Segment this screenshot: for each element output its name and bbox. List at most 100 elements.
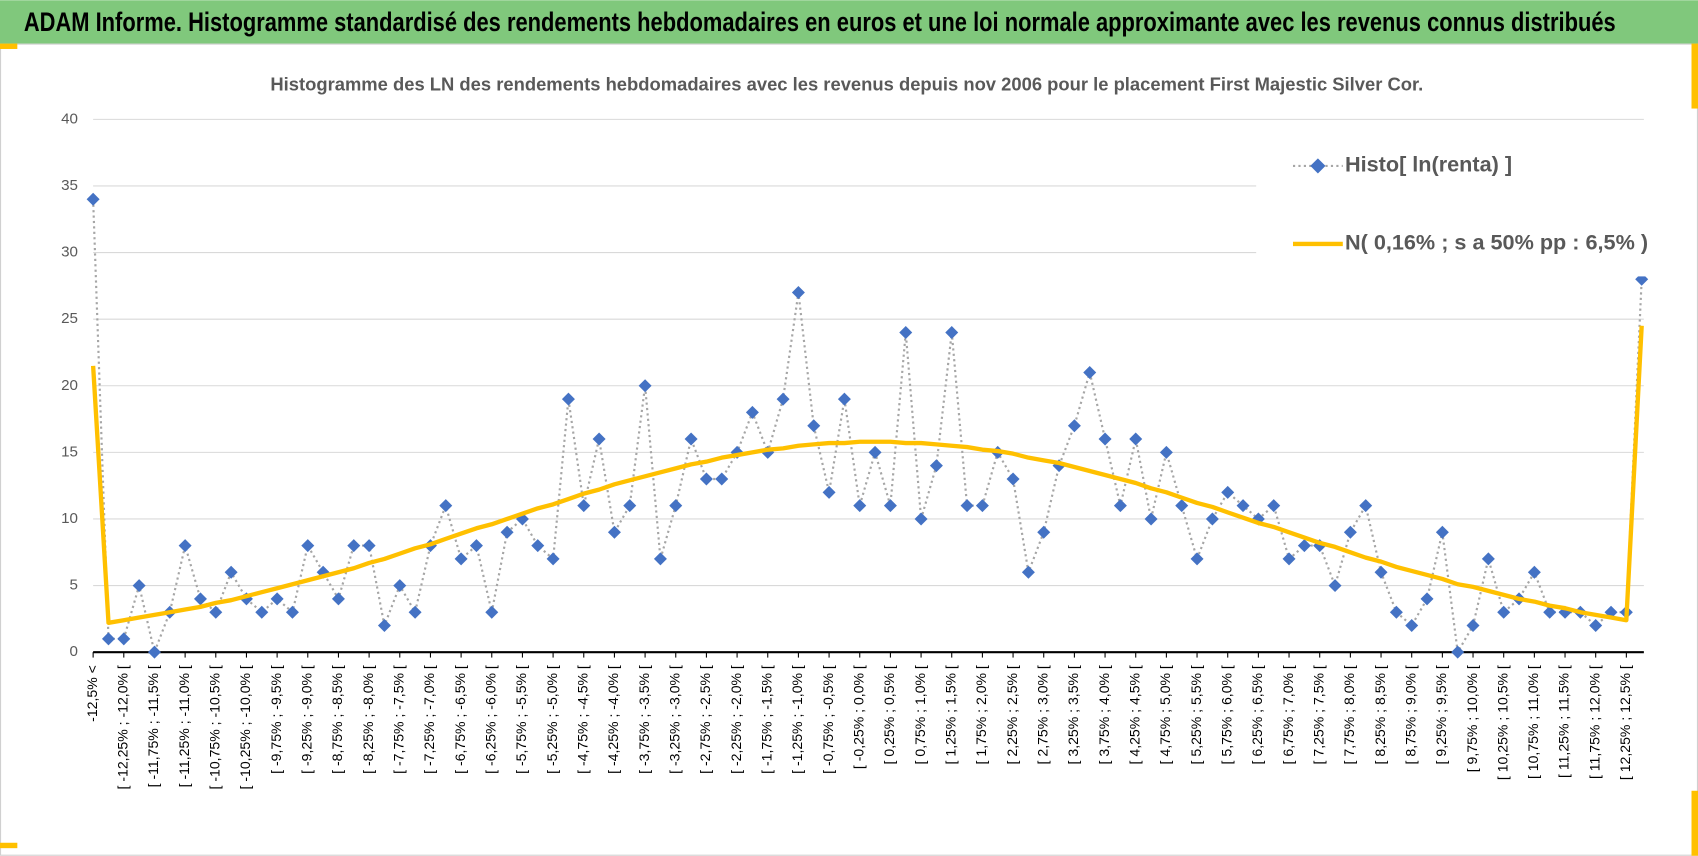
diamond-marker [117, 632, 131, 646]
corner [0, 842, 18, 849]
diamond-marker [1589, 619, 1603, 633]
diamond-marker [1113, 499, 1127, 513]
diamond-marker [684, 432, 698, 446]
x-tick-label: [ 5,75% ; 6,0% [ [1218, 665, 1234, 764]
x-tick-label: [ 1,75% ; 2,0% [ [973, 665, 989, 764]
diamond-marker [837, 392, 851, 406]
diamond-marker [255, 605, 269, 619]
x-tick-label: [ 7,75% ; 8,0% [ [1341, 665, 1357, 764]
x-tick-label: [ 10,25% ; 10,5% [ [1494, 665, 1510, 780]
x-tick-label: [ -11,75% ; -11,5% [ [145, 665, 161, 787]
diamond-marker [439, 499, 453, 513]
x-tick-label: [ 7,25% ; 7,5% [ [1310, 665, 1326, 764]
x-tick-label: [ -5,25% ; -5,0% [ [544, 665, 560, 774]
diamond-marker [699, 472, 713, 486]
legend-label: N( 0,16% ; s a 50% pp : 6,5% ) [1345, 230, 1648, 255]
diamond-marker [883, 499, 897, 513]
diamond-marker [623, 499, 637, 513]
diamond-marker [393, 579, 407, 593]
diamond-marker [791, 286, 805, 300]
corner [0, 43, 18, 49]
diamond-marker [224, 565, 238, 579]
diamond-marker [1129, 432, 1143, 446]
diamond-marker [1497, 605, 1511, 619]
x-tick-label: [ -1,75% ; -1,5% [ [758, 665, 774, 774]
x-tick-label: [ 3,75% ; 4,0% [ [1096, 665, 1112, 764]
x-tick-label: [ 2,75% ; 3,0% [ [1034, 665, 1050, 764]
diamond-marker [408, 605, 422, 619]
x-tick-label: [ 5,25% ; 5,5% [ [1188, 665, 1204, 764]
diamond-marker [929, 459, 943, 473]
x-tick-label: [ -11,25% ; -11,0% [ [176, 665, 192, 787]
x-tick-label: [ 2,25% ; 2,5% [ [1004, 665, 1020, 764]
diamond-marker [669, 499, 683, 513]
diamond-marker [638, 379, 652, 393]
diamond-marker [1006, 472, 1020, 486]
x-tick-label: [ -8,75% ; -8,5% [ [329, 665, 345, 774]
diamond-marker [1359, 499, 1373, 513]
diamond-marker [362, 539, 376, 553]
diamond-marker [1343, 525, 1357, 539]
diamond-marker [347, 539, 361, 553]
x-tick-label: [ -3,75% ; -3,5% [ [636, 665, 652, 774]
x-tick-label: [ 8,75% ; 9,0% [ [1402, 665, 1418, 764]
diamond-marker [592, 432, 606, 446]
diamond-marker [331, 592, 345, 606]
x-tick-label: [ 6,75% ; 7,0% [ [1280, 665, 1296, 764]
diamond-marker [1405, 619, 1419, 633]
x-tick-label: [ -2,75% ; -2,5% [ [697, 665, 713, 774]
x-tick-label: [ 8,25% ; 8,5% [ [1372, 665, 1388, 764]
diamond-marker [1037, 525, 1051, 539]
x-tick-label: [ -4,25% ; -4,0% [ [605, 665, 621, 774]
plot: 0 5 10 15 20 25 30 35 40 -12,5% < [ -12,25% ; -12,… [61, 110, 1649, 789]
legend-box [1256, 135, 1647, 277]
legend-marker [1310, 158, 1326, 174]
header-bar [0, 0, 1698, 44]
diamond-marker [1221, 485, 1235, 499]
legend-label: Histo[ ln(renta) ] [1345, 152, 1512, 177]
diamond-marker [1527, 565, 1541, 579]
x-tick-label: [ -7,25% ; -7,0% [ [421, 665, 437, 774]
series-dotted-line [92, 199, 1643, 654]
diamond-marker [1083, 365, 1097, 379]
y-tick-label: 10 [61, 510, 78, 527]
x-tick-label: [ -10,25% ; -10,0% [ [237, 665, 253, 789]
diamond-marker [1067, 419, 1081, 433]
diamond-marker [653, 552, 667, 566]
x-tick-label: [ 9,25% ; 9,5% [ [1433, 665, 1449, 764]
diamond-marker [745, 405, 759, 419]
diamond-marker [607, 525, 621, 539]
y-tick-label: 25 [61, 310, 78, 327]
diamond-marker [1236, 499, 1250, 513]
x-tick-label: [ 4,75% ; 5,0% [ [1157, 665, 1173, 764]
x-tick-label: -12,5% < [84, 665, 100, 722]
x-tick-label: [ 12,25% ; 12,5% [ [1617, 665, 1633, 780]
diamond-marker [1328, 579, 1342, 593]
diamond-marker [301, 539, 315, 553]
y-tick-label: 40 [61, 110, 78, 127]
x-tick-label: [ 3,25% ; 3,5% [ [1065, 665, 1081, 764]
x-tick-label: [ -5,75% ; -5,5% [ [513, 665, 529, 774]
diamond-marker [1420, 592, 1434, 606]
x-tick-label: [ -10,75% ; -10,5% [ [207, 665, 223, 789]
diamond-marker [1466, 619, 1480, 633]
x-tick-label: [ 4,25% ; 4,5% [ [1126, 665, 1142, 764]
y-tick-label: 20 [61, 377, 78, 394]
x-tick-label: [ 9,75% ; 10,0% [ [1464, 665, 1480, 772]
x-tick-label: [ 0,25% ; 0,5% [ [881, 665, 897, 764]
diamond-marker [1435, 525, 1449, 539]
diamond-marker [577, 499, 591, 513]
diamond-marker [500, 525, 514, 539]
diamond-marker [868, 445, 882, 459]
diamond-marker [1175, 499, 1189, 513]
y-tick-label: 15 [61, 443, 78, 460]
diamond-marker [1451, 645, 1465, 659]
diamond-marker [193, 592, 207, 606]
x-tick-label: [ -12,25% ; -12,0% [ [115, 665, 131, 789]
y-tick-label: 30 [61, 244, 78, 261]
diamond-marker [1297, 539, 1311, 553]
x-tick-label: [ 6,25% ; 6,5% [ [1249, 665, 1265, 764]
chart-title: Histogramme des LN des rendements hebdom… [270, 74, 1423, 95]
x-tick-label: [ 1,25% ; 1,5% [ [942, 665, 958, 764]
